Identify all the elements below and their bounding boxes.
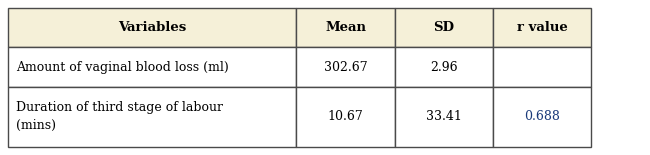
Bar [395,87,493,147]
Text: r value: r value [517,21,567,34]
Bar [296,87,395,147]
Text: Variables: Variables [118,21,187,34]
Bar [8,87,296,147]
Text: 10.67: 10.67 [328,110,363,123]
Text: Mean: Mean [325,21,366,34]
Text: 0.688: 0.688 [524,110,560,123]
Bar [296,8,395,47]
Bar [395,47,493,87]
Bar [493,47,592,87]
Bar [493,8,592,47]
Bar [8,47,296,87]
Bar [8,8,296,47]
Text: Duration of third stage of labour
(mins): Duration of third stage of labour (mins) [16,101,223,132]
Text: 33.41: 33.41 [426,110,461,123]
Text: SD: SD [434,21,454,34]
Bar [296,47,395,87]
Bar [395,8,493,47]
Text: 2.96: 2.96 [430,61,458,74]
Text: Amount of vaginal blood loss (ml): Amount of vaginal blood loss (ml) [16,61,229,74]
Text: 302.67: 302.67 [324,61,367,74]
Bar [493,87,592,147]
